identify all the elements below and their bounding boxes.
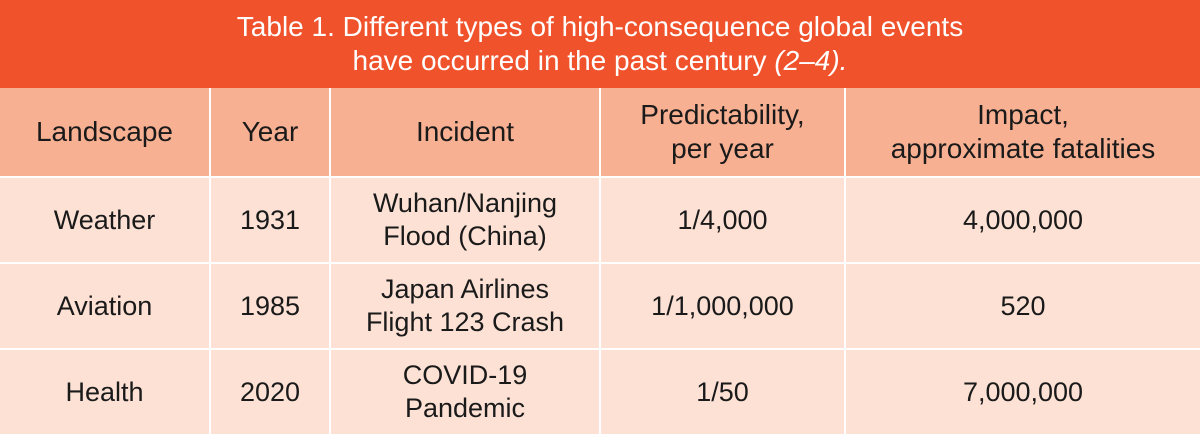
header-incident: Incident (330, 88, 601, 178)
header-landscape-label: Landscape (35, 116, 173, 147)
header-predictability-line-1: Predictability, (640, 99, 805, 130)
cell-impact: 7,000,000 (845, 349, 1200, 434)
cell-landscape: Weather (0, 177, 211, 264)
header-landscape: Landscape (0, 88, 211, 178)
table-caption: Table 1. Different types of high-consequ… (0, 0, 1200, 88)
cell-year: 1985 (210, 263, 331, 350)
cell-incident: Japan Airlines Flight 123 Crash (330, 263, 601, 350)
cell-incident-line-2: Flood (China) (383, 221, 547, 251)
cell-incident-line-1: Japan Airlines (380, 274, 550, 304)
cell-landscape: Health (0, 349, 211, 434)
table-row: Weather 1931 Wuhan/Nanjing Flood (China)… (0, 177, 1200, 264)
cell-year: 2020 (210, 349, 331, 434)
header-year: Year (210, 88, 331, 178)
header-row: Landscape Year Incident Predictability, … (0, 88, 1200, 178)
caption-citation: (2–4). (774, 45, 848, 76)
caption-line-2-text: have occurred in the past century (352, 45, 775, 76)
cell-impact: 4,000,000 (845, 177, 1200, 264)
header-year-label: Year (241, 116, 299, 147)
events-table: Landscape Year Incident Predictability, … (0, 88, 1200, 434)
cell-incident-line-2: Pandemic (404, 393, 526, 423)
header-impact: Impact, approximate fatalities (845, 88, 1200, 178)
cell-incident-line-2: Flight 123 Crash (365, 307, 565, 337)
caption-line-1: Table 1. Different types of high-consequ… (236, 11, 964, 42)
cell-predictability: 1/4,000 (600, 177, 846, 264)
table-row: Health 2020 COVID-19 Pandemic 1/50 7,000… (0, 349, 1200, 434)
header-impact-line-1: Impact, (977, 99, 1069, 130)
cell-predictability: 1/50 (600, 349, 846, 434)
cell-landscape: Aviation (0, 263, 211, 350)
cell-incident-line-1: COVID-19 (402, 360, 528, 390)
header-incident-label: Incident (415, 116, 515, 147)
cell-year: 1931 (210, 177, 331, 264)
cell-predictability: 1/1,000,000 (600, 263, 846, 350)
cell-incident-line-1: Wuhan/Nanjing (372, 188, 558, 218)
header-predictability-line-2: per year (671, 133, 774, 164)
table-row: Aviation 1985 Japan Airlines Flight 123 … (0, 263, 1200, 350)
header-predictability: Predictability, per year (600, 88, 846, 178)
caption-line-2: have occurred in the past century (2–4). (353, 44, 848, 78)
cell-incident: Wuhan/Nanjing Flood (China) (330, 177, 601, 264)
header-impact-line-2: approximate fatalities (890, 133, 1156, 164)
cell-impact: 520 (845, 263, 1200, 350)
cell-incident: COVID-19 Pandemic (330, 349, 601, 434)
